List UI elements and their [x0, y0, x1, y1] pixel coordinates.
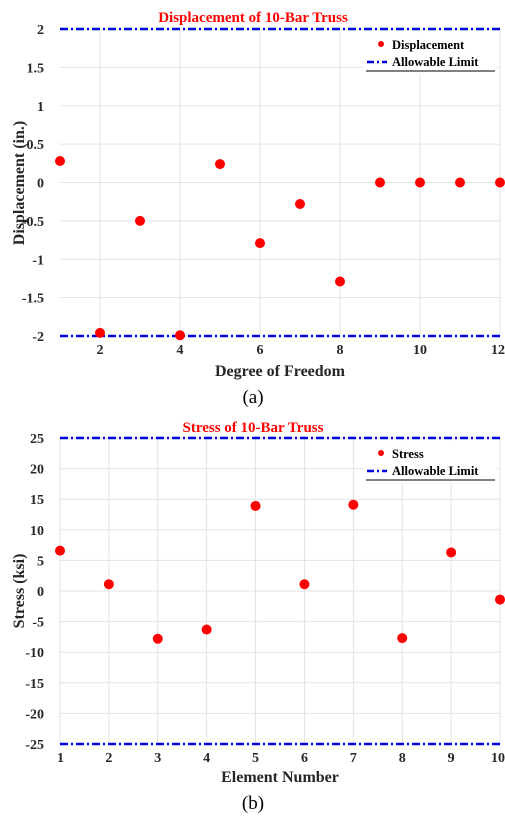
data-points-a: [55, 156, 505, 341]
data-point: [495, 177, 505, 188]
data-points-b: [55, 499, 505, 644]
y-tick-label: 10: [30, 524, 44, 539]
x-tick-labels-a: 2 4 6 8 10 12: [97, 343, 505, 358]
y-tick-label: -1.5: [22, 292, 44, 307]
data-point: [250, 500, 261, 511]
limit-lines-a: [60, 27, 500, 338]
x-axis-label-b: Element Number: [221, 769, 339, 786]
data-point: [95, 327, 105, 338]
data-point: [397, 633, 408, 644]
y-tick-label: 25: [30, 432, 44, 447]
x-tick-label: 2: [105, 751, 112, 766]
x-tick-label: 4: [203, 751, 210, 766]
data-point: [215, 159, 225, 170]
legend-box-a: [363, 32, 497, 74]
caption-a: (a): [242, 387, 263, 408]
y-tick-label: 15: [30, 493, 44, 508]
y-tick-label: 0: [37, 177, 44, 192]
data-point: [103, 579, 114, 590]
y-tick-label: -2: [32, 330, 44, 345]
chart-a: 2 4 6 8 10 12 -2 -1.5 -1 -0.5 0 0.5 1 1.5 2 Displacem…: [11, 10, 505, 408]
data-point: [255, 238, 265, 249]
y-tick-label: 0: [37, 585, 44, 600]
y-tick-labels-a: -2 -1.5 -1 -0.5 0 0.5 1 1.5 2: [22, 23, 44, 345]
x-tick-label: 12: [491, 343, 505, 358]
legend-label-displacement: Displacement: [392, 38, 465, 52]
x-tick-label: 4: [177, 343, 184, 358]
y-tick-label: 1: [37, 100, 44, 115]
x-tick-label: 10: [413, 343, 427, 358]
x-axis-label-a: Degree of Freedom: [215, 363, 346, 380]
y-tick-label: 5: [37, 554, 44, 569]
x-tick-label: 6: [257, 343, 264, 358]
data-point: [375, 177, 385, 188]
limit-lines-b: [60, 436, 500, 746]
legend-label-limit-b: Allowable Limit: [392, 464, 479, 478]
y-axis-label-b: Stress (ksi): [11, 554, 28, 629]
y-tick-label: 1.5: [27, 61, 45, 76]
data-point: [455, 177, 465, 188]
x-tick-labels-b: 1 2 3 4 5 6 7 8 9 10: [57, 751, 505, 766]
x-tick-label: 3: [154, 751, 161, 766]
legend-marker-stress: [378, 450, 384, 456]
data-point: [175, 330, 185, 341]
x-tick-label: 5: [252, 751, 259, 766]
y-axis-label-a: Displacement (in.): [11, 121, 28, 245]
x-tick-label: 10: [491, 751, 505, 766]
legend-label-stress: Stress: [392, 447, 424, 461]
chart-title-a: Displacement of 10-Bar Truss: [158, 10, 348, 26]
x-tick-label: 1: [57, 751, 64, 766]
legend-box-b: [363, 441, 497, 483]
y-tick-label: -25: [25, 738, 44, 753]
x-tick-label: 9: [448, 751, 455, 766]
x-tick-label: 2: [97, 343, 104, 358]
data-point: [152, 633, 163, 644]
data-point: [135, 215, 145, 226]
y-tick-label: -20: [25, 707, 44, 722]
y-tick-label: -1: [32, 253, 44, 268]
y-tick-label: -0.5: [22, 215, 44, 230]
y-tick-label: -10: [25, 646, 44, 661]
legend-a: Displacement Allowable Limit: [363, 32, 497, 74]
data-point: [299, 579, 310, 590]
chart-b: 1 2 3 4 5 6 7 8 9 10 -25 -20 -15 -10 -5 0 5 10 15 20 25 Str…: [11, 420, 505, 814]
y-tick-label: 20: [30, 463, 44, 478]
data-point: [446, 547, 457, 558]
legend-marker-displacement: [378, 41, 384, 47]
data-point: [55, 545, 65, 556]
y-tick-label: 2: [37, 23, 44, 38]
x-tick-label: 8: [399, 751, 406, 766]
data-point: [348, 499, 359, 510]
x-tick-label: 8: [337, 343, 344, 358]
y-tick-label: -5: [32, 616, 44, 631]
data-point: [55, 156, 65, 167]
legend-b: Stress Allowable Limit: [363, 441, 497, 483]
data-point: [295, 198, 305, 209]
data-point: [201, 624, 212, 635]
data-point: [415, 177, 425, 188]
y-tick-labels-b: -25 -20 -15 -10 -5 0 5 10 15 20 25: [25, 432, 44, 753]
chart-title-b: Stress of 10-Bar Truss: [183, 420, 324, 436]
legend-label-limit-a: Allowable Limit: [392, 55, 479, 69]
data-point: [495, 594, 505, 605]
caption-b: (b): [242, 793, 264, 814]
x-tick-label: 6: [301, 751, 308, 766]
y-tick-label: 0.5: [27, 138, 45, 153]
y-tick-label: -15: [25, 677, 44, 692]
x-tick-label: 7: [350, 751, 357, 766]
data-point: [335, 276, 345, 287]
